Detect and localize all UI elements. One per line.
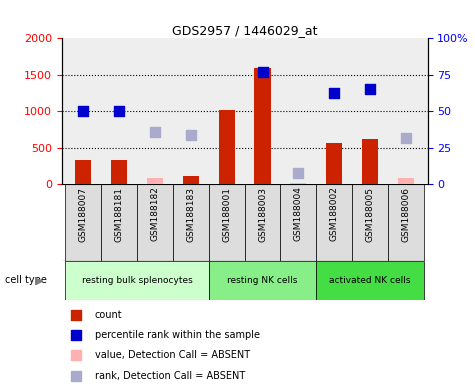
- Bar: [218, 110, 235, 184]
- Bar: [209, 261, 316, 300]
- Bar: [352, 184, 388, 261]
- Bar: [316, 184, 352, 261]
- Bar: [183, 175, 199, 184]
- Point: [79, 108, 87, 114]
- Bar: [398, 179, 414, 184]
- Text: GSM188005: GSM188005: [366, 187, 375, 242]
- Point: [151, 129, 159, 135]
- Text: GSM188007: GSM188007: [79, 187, 88, 242]
- Point: [73, 352, 80, 358]
- Text: cell type: cell type: [5, 275, 47, 285]
- Text: resting bulk splenocytes: resting bulk splenocytes: [82, 276, 192, 285]
- Bar: [75, 159, 91, 184]
- Bar: [147, 179, 163, 184]
- Point: [73, 372, 80, 379]
- Bar: [290, 183, 306, 184]
- Point: [366, 86, 374, 93]
- Bar: [280, 184, 316, 261]
- Text: count: count: [95, 310, 122, 320]
- Text: GSM188182: GSM188182: [151, 187, 160, 242]
- Point: [73, 332, 80, 338]
- Text: percentile rank within the sample: percentile rank within the sample: [95, 330, 260, 340]
- Text: GSM188181: GSM188181: [114, 187, 124, 242]
- Point: [187, 132, 195, 139]
- Text: resting NK cells: resting NK cells: [228, 276, 298, 285]
- Point: [259, 69, 266, 75]
- Bar: [255, 68, 271, 184]
- Bar: [245, 184, 280, 261]
- Point: [402, 135, 410, 141]
- Text: GSM188003: GSM188003: [258, 187, 267, 242]
- Bar: [101, 184, 137, 261]
- Text: value, Detection Call = ABSENT: value, Detection Call = ABSENT: [95, 350, 250, 360]
- Bar: [209, 184, 245, 261]
- Bar: [66, 261, 209, 300]
- Point: [73, 312, 80, 318]
- Point: [294, 170, 302, 176]
- Point: [115, 108, 123, 114]
- Bar: [326, 144, 342, 184]
- Bar: [316, 261, 424, 300]
- Text: activated NK cells: activated NK cells: [329, 276, 411, 285]
- Bar: [362, 139, 378, 184]
- Text: GSM188001: GSM188001: [222, 187, 231, 242]
- Title: GDS2957 / 1446029_at: GDS2957 / 1446029_at: [172, 24, 317, 37]
- Text: GSM188006: GSM188006: [401, 187, 410, 242]
- Text: GSM188183: GSM188183: [186, 187, 195, 242]
- Bar: [66, 184, 101, 261]
- Bar: [173, 184, 209, 261]
- Text: rank, Detection Call = ABSENT: rank, Detection Call = ABSENT: [95, 371, 245, 381]
- Bar: [388, 184, 424, 261]
- Text: GSM188004: GSM188004: [294, 187, 303, 242]
- Point: [331, 90, 338, 96]
- Bar: [137, 184, 173, 261]
- Text: ▶: ▶: [36, 275, 43, 285]
- Bar: [111, 159, 127, 184]
- Text: GSM188002: GSM188002: [330, 187, 339, 242]
